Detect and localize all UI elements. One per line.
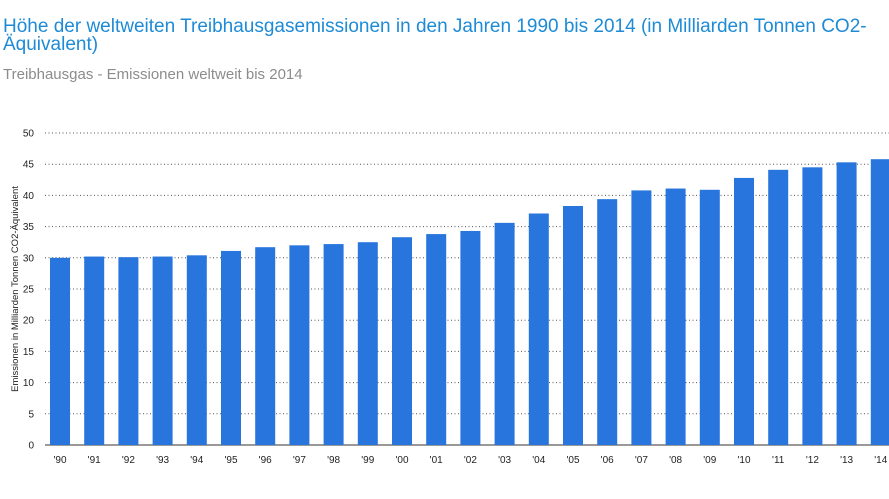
- y-tick-label: 45: [23, 160, 35, 171]
- x-tick-label: '05: [566, 455, 579, 466]
- bar-4: [186, 255, 207, 445]
- chart-subtitle: Treibhausgas - Emissionen weltweit bis 2…: [3, 66, 303, 83]
- x-tick-label: '92: [122, 455, 135, 466]
- bar-2: [118, 257, 139, 445]
- bar-23: [836, 162, 857, 445]
- y-tick-label: 20: [23, 316, 35, 327]
- bar-10: [392, 237, 412, 445]
- bar-3: [152, 256, 173, 445]
- bar-14: [528, 213, 549, 445]
- bar-22: [802, 167, 823, 445]
- bar-0: [50, 257, 70, 445]
- x-tick-label: '08: [669, 455, 682, 466]
- bar-series: [50, 159, 889, 446]
- x-tick-label: '10: [737, 455, 750, 466]
- x-tick-label: '04: [532, 455, 545, 466]
- x-tick-label: '06: [601, 455, 614, 466]
- x-tick-label: '01: [430, 455, 443, 466]
- x-tick-label: '02: [464, 455, 477, 466]
- bar-5: [221, 250, 241, 445]
- y-tick-label: 0: [28, 441, 34, 452]
- y-axis-labels: 0 5 10 15 20 25 30 35 40 45 50: [23, 129, 35, 452]
- x-tick-label: '12: [806, 455, 819, 466]
- y-tick-label: 15: [23, 347, 35, 358]
- bar-19: [699, 189, 720, 445]
- x-tick-label: '99: [361, 455, 374, 466]
- bar-15: [563, 206, 583, 445]
- y-tick-label: 30: [23, 253, 35, 264]
- x-axis-labels: '90 '91 '92 '93 '94 '95 '96 '97 '98 '99 '00 '01 '02 '…: [53, 455, 887, 466]
- bar-24: [870, 159, 889, 445]
- bar-16: [597, 199, 618, 445]
- bar-18: [665, 188, 686, 445]
- y-tick-label: 10: [23, 378, 35, 389]
- x-tick-label: '97: [293, 455, 306, 466]
- bar-9: [357, 242, 378, 445]
- y-tick-label: 35: [23, 222, 35, 233]
- bar-20: [734, 177, 754, 446]
- y-tick-label: 50: [23, 129, 35, 140]
- bar-13: [494, 222, 515, 445]
- x-tick-label: '03: [498, 455, 511, 466]
- bar-11: [426, 234, 447, 445]
- bar-8: [323, 244, 344, 445]
- x-tick-label: '93: [156, 455, 169, 466]
- bar-1: [84, 256, 105, 445]
- x-tick-label: '00: [395, 455, 408, 466]
- bar-7: [289, 245, 310, 445]
- x-tick-label: '91: [88, 455, 101, 466]
- y-tick-label: 25: [23, 285, 35, 296]
- x-tick-label: '90: [53, 455, 66, 466]
- x-tick-label: '11: [772, 455, 785, 466]
- x-tick-label: '96: [259, 455, 272, 466]
- y-tick-label: 40: [23, 191, 35, 202]
- bar-6: [255, 247, 276, 445]
- x-tick-label: '98: [327, 455, 340, 466]
- x-tick-label: '95: [224, 455, 237, 466]
- x-tick-label: '13: [840, 455, 853, 466]
- x-tick-label: '09: [703, 455, 716, 466]
- chart-title: Höhe der weltweiten Treibhausgasemission…: [3, 16, 867, 55]
- y-axis-title: Emissionen in Milliarden Tonnen CO2-Äqui…: [10, 186, 21, 392]
- bar-17: [631, 190, 652, 445]
- bar-21: [768, 169, 789, 446]
- x-tick-label: '14: [874, 455, 887, 466]
- bar-12: [460, 230, 481, 445]
- x-tick-label: '07: [635, 455, 648, 466]
- x-tick-label: '94: [190, 455, 203, 466]
- y-tick-label: 5: [28, 409, 34, 420]
